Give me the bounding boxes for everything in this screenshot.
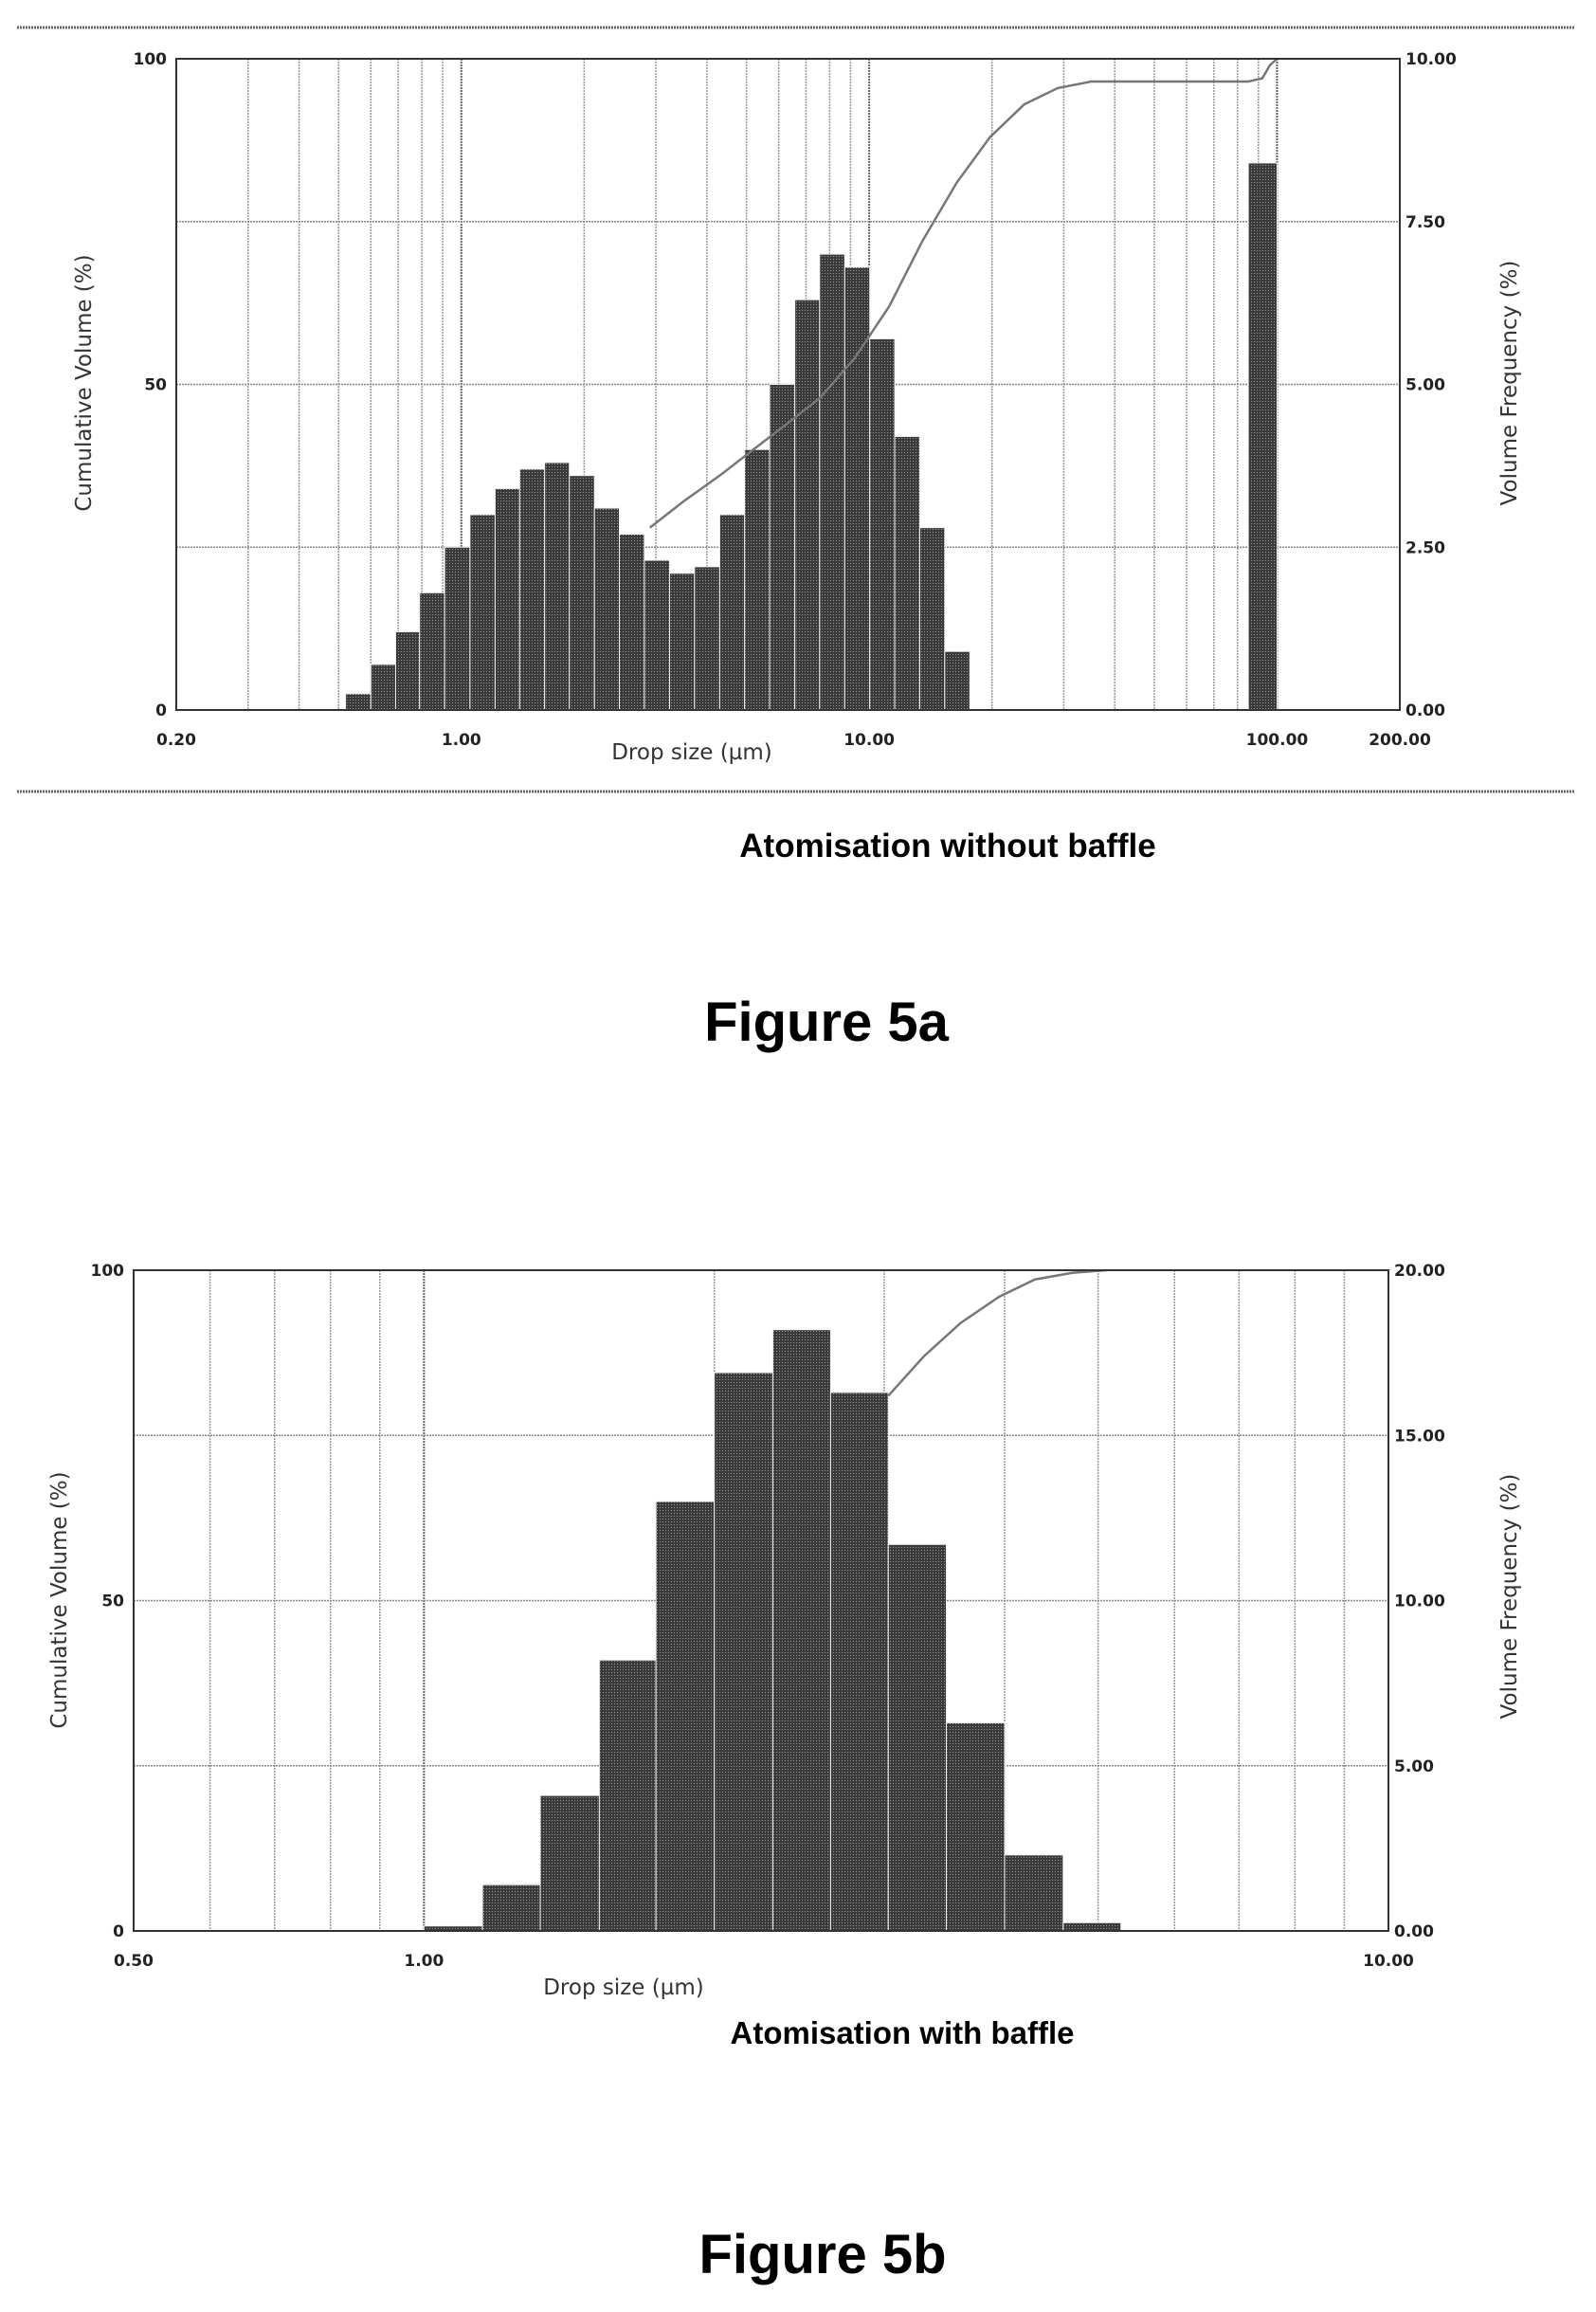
y-left-axis-label: Cumulative Volume (%) (72, 254, 97, 511)
histogram-bar (829, 1392, 889, 1932)
x-tick-label: 0.50 (114, 1952, 154, 1971)
y-right-tick-label: 5.00 (1394, 1757, 1434, 1776)
histogram-bar (394, 631, 421, 711)
bars (423, 1329, 1122, 1932)
plot-frame (175, 58, 1401, 711)
histogram-bar (819, 253, 845, 711)
y-right-tick-labels: 0.00 5.00 10.00 15.00 20.00 (1394, 1262, 1445, 1941)
histogram-bar (1247, 162, 1278, 711)
histogram-bar (945, 1721, 1006, 1932)
y-right-tick-labels: 0.00 2.50 5.00 7.50 10.00 (1406, 50, 1457, 720)
histogram-bar (370, 664, 396, 711)
y-right-tick-label: 20.00 (1394, 1262, 1445, 1281)
y-left-tick-label: 100 (91, 1262, 125, 1281)
histogram-bar (518, 468, 546, 711)
y-left-axis-label: Cumulative Volume (%) (47, 1471, 72, 1728)
histogram-bar (694, 566, 720, 711)
histogram-bar (771, 1329, 831, 1932)
histogram-bar (714, 1372, 773, 1932)
x-tick-label: 10.00 (843, 731, 895, 750)
y-left-tick-labels: 0 50 100 (91, 1262, 125, 1941)
x-tick-labels: 0.20 1.00 10.00 100.00 200.00 (156, 731, 1431, 750)
y-right-tick-label: 0.00 (1394, 1922, 1434, 1941)
x-tick-label: 1.00 (442, 731, 481, 750)
x-tick-labels: 0.50 1.00 10.00 (114, 1952, 1414, 1971)
histogram-bar (544, 462, 571, 711)
histogram-bar (887, 1543, 947, 1932)
y-right-tick-label: 10.00 (1406, 50, 1457, 69)
y-right-tick-label: 10.00 (1394, 1593, 1445, 1611)
histogram-bar (1004, 1854, 1064, 1932)
cumulative-curve (649, 58, 1279, 529)
y-right-tick-label: 7.50 (1406, 213, 1445, 232)
histogram-bar (481, 1884, 541, 1932)
x-tick-label: 1.00 (404, 1952, 444, 1971)
y-left-tick-label: 0 (113, 1922, 124, 1941)
chart-atomisation-without-baffle: 0.20 1.00 10.00 100.00 200.00 0 50 100 0.00 2.5… (72, 50, 1522, 865)
histogram-bar (769, 384, 796, 711)
x-tick-label: 10.00 (1363, 1952, 1414, 1971)
figure-caption-5b: Figure 5b (698, 2224, 946, 2285)
cumulative-volume-line (649, 58, 1279, 529)
histogram-bar (1062, 1921, 1122, 1932)
x-tick-label: 0.20 (156, 731, 196, 750)
histogram-bar (539, 1794, 600, 1932)
histogram-bar (744, 448, 771, 711)
x-axis-label: Drop size (µm) (611, 740, 772, 765)
y-right-tick-label: 0.00 (1406, 701, 1445, 720)
y-right-tick-label: 15.00 (1394, 1427, 1445, 1446)
figure-caption-5a: Figure 5a (704, 992, 950, 1053)
histogram-bar (843, 266, 871, 711)
bars (345, 162, 1278, 711)
cumulative-curve (887, 1268, 1107, 1397)
histogram-bar (618, 534, 645, 711)
histogram-bar (345, 693, 372, 711)
histogram-bar (419, 592, 445, 711)
histogram-bar (444, 546, 471, 711)
histogram-bar (944, 650, 970, 711)
histogram-bar (593, 507, 620, 711)
histogram-bar (918, 527, 946, 711)
y-right-tick-label: 2.50 (1406, 538, 1445, 557)
histogram-bar (644, 559, 670, 711)
plot-frame (133, 1269, 1389, 1932)
y-left-tick-label: 0 (155, 701, 167, 720)
histogram-bar (869, 337, 896, 711)
histogram-bar (668, 573, 696, 711)
histogram-bar (894, 435, 920, 711)
histogram-bar (598, 1659, 657, 1932)
cumulative-volume-line (887, 1268, 1107, 1397)
y-right-axis-label: Volume Frequency (%) (1497, 261, 1522, 506)
y-left-tick-label: 50 (101, 1593, 124, 1611)
histogram-bar (655, 1501, 716, 1932)
y-left-tick-labels: 0 50 100 (134, 50, 168, 720)
histogram-bar (794, 299, 821, 711)
y-right-tick-label: 5.00 (1406, 376, 1445, 395)
chart-title: Atomisation without baffle (739, 828, 1155, 865)
chart-atomisation-with-baffle: 0.50 1.00 10.00 0 50 100 0.00 5.00 10.00 15.00 2… (47, 1262, 1522, 2050)
histogram-bar (569, 475, 595, 711)
x-axis-label: Drop size (µm) (543, 1975, 704, 2000)
y-right-axis-label: Volume Frequency (%) (1497, 1474, 1522, 1720)
x-tick-label: 100.00 (1246, 731, 1309, 750)
y-left-tick-label: 100 (134, 50, 168, 69)
chart-title: Atomisation with baffle (731, 2015, 1075, 2050)
histogram-bar (718, 514, 746, 711)
x-tick-label: 200.00 (1369, 731, 1431, 750)
y-left-tick-label: 50 (144, 376, 167, 395)
histogram-bar (469, 514, 496, 711)
histogram-bar (494, 487, 520, 711)
